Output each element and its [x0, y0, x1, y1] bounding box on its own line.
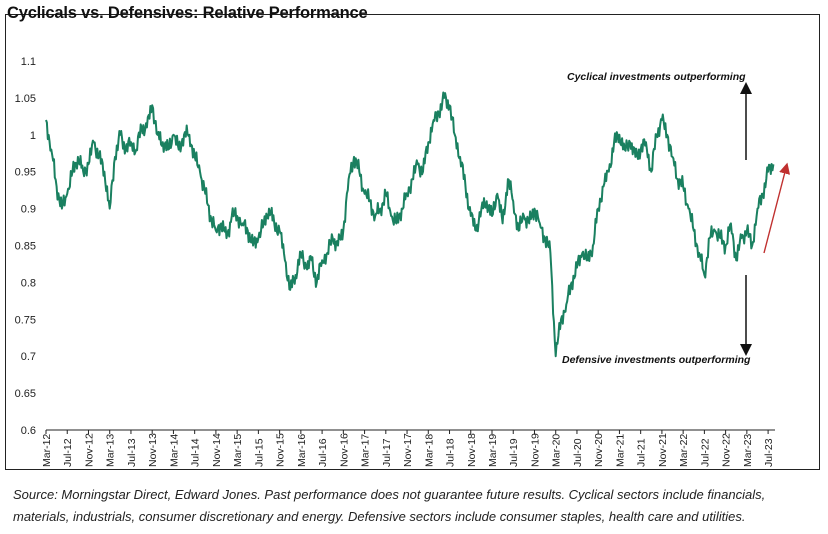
x-tick-label: Nov-16 — [338, 433, 350, 467]
y-tick-label: 0.7 — [21, 351, 36, 363]
x-tick-label: Jul-16 — [317, 438, 329, 467]
x-tick-label: Mar-14 — [168, 434, 180, 467]
y-tick-label: 0.85 — [15, 241, 36, 253]
y-tick-label: 0.75 — [15, 314, 36, 326]
x-tick-label: Nov-22 — [721, 433, 733, 467]
x-tick-label: Jul-13 — [126, 438, 138, 467]
x-tick-label: Nov-14 — [211, 433, 223, 467]
x-tick-label: Nov-12 — [83, 433, 95, 467]
x-tick-label: Mar-22 — [678, 434, 690, 467]
x-tick-label: Nov-18 — [466, 433, 478, 467]
y-axis-ticks: 1.1 1.05 1 0.95 0.9 0.85 0.8 0.75 0.7 0.65 0.6 — [15, 56, 36, 437]
x-tick-label: Mar-18 — [423, 434, 435, 467]
x-tick-label: Jul-14 — [190, 438, 202, 467]
y-tick-label: 1.1 — [21, 56, 36, 68]
y-tick-label: 0.65 — [15, 388, 36, 400]
y-tick-label: 1 — [30, 130, 36, 142]
x-tick-label: Mar-12 — [41, 434, 53, 467]
x-tick-label: Jul-22 — [699, 438, 711, 467]
x-tick-label: Nov-19 — [529, 433, 541, 467]
y-tick-label: 1.05 — [15, 93, 36, 105]
x-tick-label: Mar-13 — [105, 434, 117, 467]
chart-title: Cyclicals vs. Defensives: Relative Perfo… — [7, 4, 368, 22]
x-tick-label: Jul-21 — [636, 438, 648, 467]
x-tick-label: Mar-15 — [232, 434, 244, 467]
x-tick-label: Nov-15 — [275, 433, 287, 467]
x-axis-ticks: Mar-12 Jul-12 Nov-12 Mar-13 Jul-13 Nov-13 Mar-… — [41, 430, 775, 467]
x-tick-label: Jul-17 — [381, 438, 393, 467]
x-tick-label: Jul-20 — [572, 438, 584, 467]
series-line — [45, 91, 775, 358]
annotation-defensive: Defensive investments outperforming — [562, 354, 751, 366]
x-tick-label: Nov-13 — [147, 433, 159, 467]
x-tick-label: Jul-23 — [763, 438, 775, 467]
x-tick-label: Jul-19 — [508, 438, 520, 467]
x-tick-label: Mar-19 — [487, 434, 499, 467]
source-note: Source: Morningstar Direct, Edward Jones… — [13, 487, 766, 524]
x-tick-label: Mar-17 — [360, 434, 372, 467]
x-tick-label: Mar-21 — [614, 434, 626, 467]
x-tick-label: Mar-16 — [296, 434, 308, 467]
y-tick-label: 0.6 — [21, 425, 36, 437]
x-tick-label: Jul-18 — [445, 438, 457, 467]
x-tick-label: Nov-21 — [657, 433, 669, 467]
x-tick-label: Jul-12 — [62, 438, 74, 467]
annotation-cyclical: Cyclical investments outperforming — [567, 71, 746, 83]
y-tick-label: 0.9 — [21, 204, 36, 216]
x-tick-label: Mar-23 — [742, 434, 754, 467]
chart-frame — [5, 14, 820, 470]
y-tick-label: 0.8 — [21, 277, 36, 289]
x-tick-label: Nov-17 — [402, 433, 414, 467]
y-tick-label: 0.95 — [15, 167, 36, 179]
x-tick-label: Mar-20 — [551, 434, 563, 467]
x-tick-label: Nov-20 — [593, 433, 605, 467]
x-tick-label: Jul-15 — [253, 438, 265, 467]
arrow-up-trend — [763, 162, 791, 254]
